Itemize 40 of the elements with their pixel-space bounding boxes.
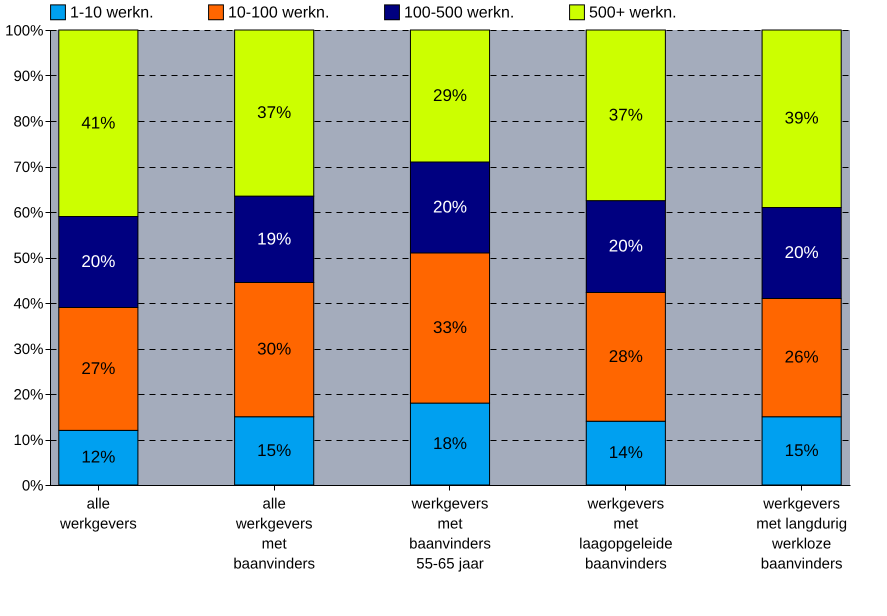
data-label: 28% xyxy=(608,346,643,366)
y-tick-label: 20% xyxy=(13,386,44,404)
y-tick-label: 0% xyxy=(22,478,44,494)
data-label: 33% xyxy=(432,318,468,338)
data-label: 37% xyxy=(257,103,292,122)
data-label: 20% xyxy=(81,252,116,272)
data-label: 30% xyxy=(257,340,292,359)
data-label: 41% xyxy=(81,113,116,132)
y-tick-label: 90% xyxy=(13,68,44,85)
data-label: 14% xyxy=(608,443,643,462)
x-tick-label: alle werkgevers xyxy=(59,496,137,532)
data-label: 12% xyxy=(81,448,116,467)
y-tick-label: 40% xyxy=(13,296,44,312)
legend-label: 10-100 werkn. xyxy=(228,4,330,22)
x-tick-label: werkgevers met langdurig werkloze baanvinders xyxy=(756,496,848,572)
y-tick-label: 50% xyxy=(13,250,44,267)
data-label: 20% xyxy=(608,236,643,256)
data-label: 26% xyxy=(784,348,819,367)
y-tick-label: 60% xyxy=(13,204,44,222)
data-label: 15% xyxy=(784,440,819,460)
x-tick-label: alle werkgevers met baanvinders xyxy=(233,496,316,572)
data-label: 29% xyxy=(432,86,468,105)
data-label: 19% xyxy=(257,229,292,248)
y-tick-label: 10% xyxy=(13,432,44,449)
data-label: 39% xyxy=(784,108,819,128)
y-tick-label: 80% xyxy=(13,114,44,130)
data-label: 37% xyxy=(608,105,643,124)
data-label: 20% xyxy=(432,197,468,216)
data-label: 18% xyxy=(432,434,468,454)
legend-label: 1-10 werkn. xyxy=(70,4,154,22)
legend-label: 100-500 werkn. xyxy=(404,4,514,22)
data-label: 27% xyxy=(81,358,116,378)
y-tick-label: 70% xyxy=(13,159,44,176)
x-tick-label: werkgevers met laagopgeleide baanvinders xyxy=(579,496,673,572)
legend-label: 500+ werkn. xyxy=(589,4,677,22)
y-tick-label: 100% xyxy=(5,22,44,40)
x-tick-label: werkgevers met baanvinders 55-65 jaar xyxy=(409,496,491,572)
y-tick-label: 30% xyxy=(13,341,44,358)
data-label: 20% xyxy=(784,242,819,262)
data-label: 15% xyxy=(257,440,292,460)
